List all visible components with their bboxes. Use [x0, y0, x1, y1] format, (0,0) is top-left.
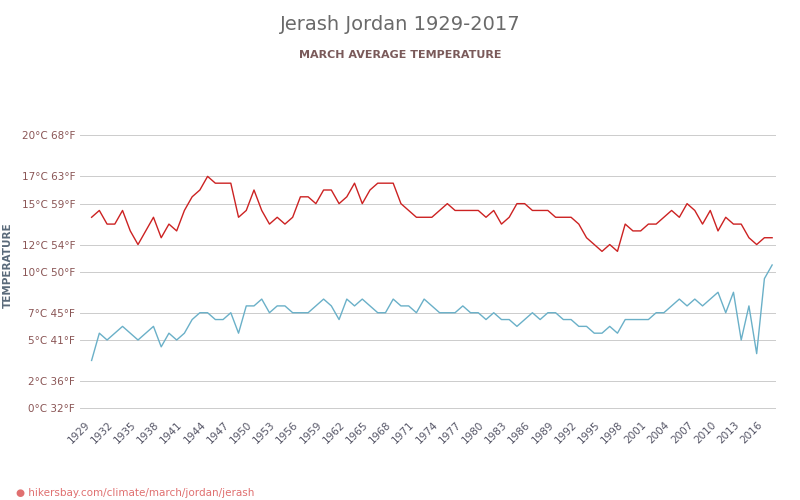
Text: ● hikersbay.com/climate/march/jordan/jerash: ● hikersbay.com/climate/march/jordan/jer…	[16, 488, 254, 498]
Y-axis label: TEMPERATURE: TEMPERATURE	[3, 222, 14, 308]
Text: Jerash Jordan 1929-2017: Jerash Jordan 1929-2017	[280, 15, 520, 34]
Text: MARCH AVERAGE TEMPERATURE: MARCH AVERAGE TEMPERATURE	[298, 50, 502, 60]
